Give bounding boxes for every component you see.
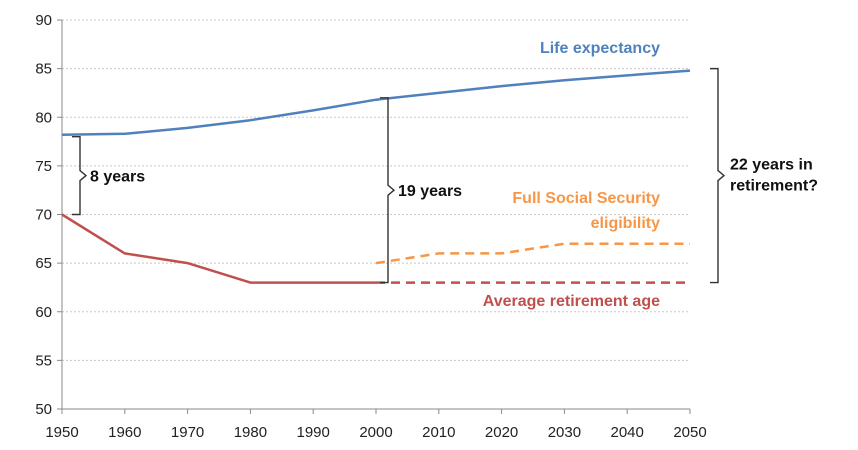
x-tick-label: 2000 [359,424,392,441]
y-tick-label: 55 [35,352,52,369]
y-tick-label: 85 [35,61,52,78]
ss-eligibility-label-line2: eligibility [591,215,660,232]
x-tick-label: 1950 [45,424,78,441]
eight-years-annotation: 8 years [90,169,145,186]
x-axis-ticks: 1950 1960 1970 1980 1990 2000 2010 2020 2030 2040… [45,409,707,441]
series-line [61,69,691,137]
series-line [375,242,690,265]
annotation-brackets [72,67,726,284]
x-tick-label: 2040 [611,424,644,441]
y-tick-label: 60 [35,304,52,321]
x-tick-label: 2020 [485,424,518,441]
x-tick-label: 1960 [108,424,141,441]
x-tick-label: 1980 [234,424,267,441]
y-axis-ticks: 50 55 60 65 70 75 80 85 90 [35,12,62,418]
retirement-age-label: Average retirement age [483,293,660,310]
gridlines [62,19,690,361]
bracket-8-years [72,136,88,216]
y-tick-label: 80 [35,109,52,126]
x-tick-label: 2030 [548,424,581,441]
ss-eligibility-label-line1: Full Social Security [512,190,660,207]
y-tick-label: 90 [35,12,52,29]
bracket-19-years [380,97,396,284]
series-lines [61,69,691,284]
twenty-two-years-annotation-line1: 22 years in [730,157,813,174]
y-tick-label: 65 [35,255,52,272]
twenty-two-years-annotation-line2: retirement? [730,178,818,195]
x-tick-label: 2010 [422,424,455,441]
bracket-22-years [710,67,726,284]
life-expectancy-label: Life expectancy [540,40,660,57]
series-line [61,213,376,284]
nineteen-years-annotation: 19 years [398,183,462,200]
x-tick-label: 1990 [297,424,330,441]
y-tick-label: 75 [35,158,52,175]
y-tick-label: 50 [35,401,52,418]
x-tick-label: 1970 [171,424,204,441]
x-tick-label: 2050 [673,424,706,441]
y-tick-label: 70 [35,207,52,224]
